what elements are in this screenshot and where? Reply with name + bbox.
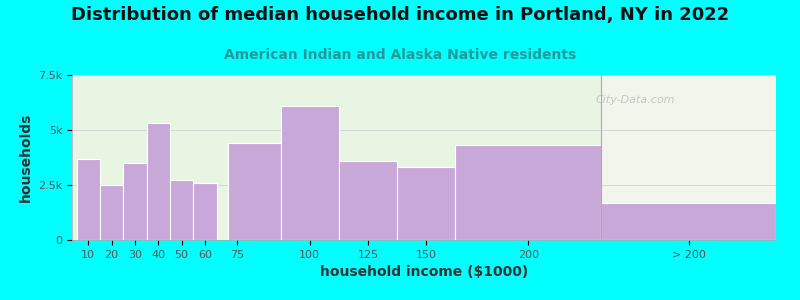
Bar (123, 163, 146, 240)
Bar (194, 183, 217, 240)
Y-axis label: households: households (18, 113, 33, 202)
Bar (146, 123, 170, 240)
Bar (339, 161, 397, 240)
X-axis label: household income ($1000): household income ($1000) (320, 265, 528, 279)
Bar (281, 106, 339, 240)
Bar (455, 146, 601, 240)
Bar (397, 167, 455, 240)
Bar (170, 179, 194, 240)
Text: City-Data.com: City-Data.com (595, 95, 675, 105)
Bar (601, 202, 776, 240)
Bar (100, 185, 123, 240)
Bar (228, 143, 281, 240)
Text: American Indian and Alaska Native residents: American Indian and Alaska Native reside… (224, 48, 576, 62)
Bar (601, 75, 776, 240)
Text: Distribution of median household income in Portland, NY in 2022: Distribution of median household income … (71, 6, 729, 24)
Bar (77, 159, 100, 240)
